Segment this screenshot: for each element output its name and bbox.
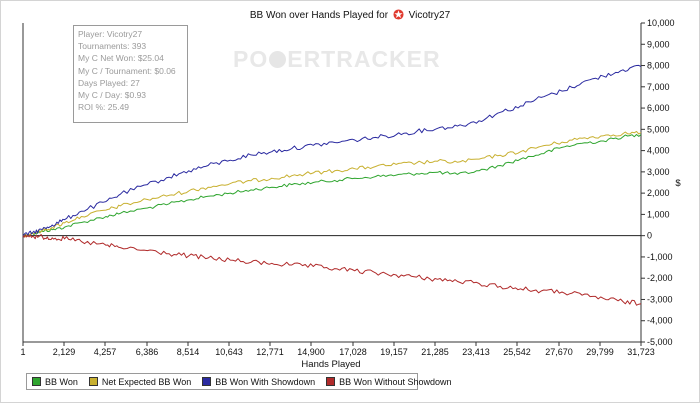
y-axis-label: $	[675, 178, 681, 189]
stats-line: Days Played: 27	[78, 77, 140, 88]
x-tick-label: 31,723	[627, 347, 655, 357]
y-tick-label: -5,000	[647, 337, 673, 347]
chart-title-player: Vicotry27	[408, 10, 451, 21]
y-tick-label: 0	[647, 231, 652, 241]
y-tick-label: 3,000	[647, 167, 670, 177]
y-tick-label: 9,000	[647, 39, 670, 49]
x-tick-label: 23,413	[462, 347, 490, 357]
legend-swatch	[202, 377, 212, 386]
x-tick-label: 10,643	[215, 347, 243, 357]
series-line-bb-won-without-showdown	[22, 234, 642, 306]
poker-chip-icon	[269, 51, 287, 68]
legend-label: BB Won	[45, 376, 78, 387]
legend-swatch	[88, 377, 98, 386]
x-tick-label: 17,028	[339, 347, 367, 357]
stats-line: ROI %: 25.49	[78, 102, 130, 113]
y-tick-label: 4,000	[647, 146, 670, 156]
chart-title: BB Won over Hands Played for Vicotry27	[0, 9, 700, 21]
x-tick-label: 2,129	[53, 347, 76, 357]
stats-line: My C / Day: $0.93	[78, 90, 147, 101]
y-tick-label: 2,000	[647, 188, 670, 198]
pokerstars-logo-icon	[393, 9, 404, 20]
chart-legend: BB Won Net Expected BB Won BB Won With Sho…	[26, 373, 452, 390]
x-tick-label: 12,771	[256, 347, 284, 357]
series-line-bb-won-with-showdown	[22, 64, 642, 237]
y-tick-label: 10,000	[647, 18, 675, 28]
y-tick-label: -4,000	[647, 316, 673, 326]
x-tick-label: 29,799	[586, 347, 614, 357]
legend-label: BB Won With Showdown	[215, 376, 316, 387]
x-tick-label: 14,900	[297, 347, 325, 357]
legend-item: BB Won Without Showdown	[326, 376, 452, 387]
chart-title-text: BB Won over Hands Played for	[249, 10, 389, 21]
legend-swatch	[32, 377, 41, 386]
pokertracker-watermark: PO ERTRACKER	[233, 46, 441, 72]
stats-line: Player: Vicotry27	[78, 29, 143, 39]
y-tick-label: 6,000	[647, 103, 670, 113]
stats-line: My C / Tournament: $0.06	[78, 65, 176, 76]
legend-item: BB Won	[32, 377, 78, 387]
y-tick-label: -2,000	[647, 273, 673, 283]
y-tick-label: 1,000	[647, 209, 670, 219]
stats-line: Tournaments: 393	[78, 41, 147, 52]
legend-swatch	[326, 377, 336, 386]
series-line-bb-won	[22, 134, 642, 237]
stats-line: My C Net Won: $25.04	[78, 53, 164, 64]
y-tick-label: -3,000	[647, 294, 673, 304]
y-tick-label: 7,000	[647, 82, 670, 92]
x-axis-label: Hands Played	[301, 359, 360, 370]
x-tick-label: 1	[20, 347, 25, 357]
legend-label: BB Won Without Showdown	[339, 376, 452, 387]
x-tick-label: 19,157	[380, 347, 408, 357]
x-tick-label: 8,514	[177, 347, 200, 357]
y-tick-label: 8,000	[647, 61, 670, 71]
series-line-net-expected-bb-won	[22, 130, 642, 238]
stats-box: Player: Vicotry27 Tournaments: 393 My C Ne…	[73, 25, 188, 123]
x-tick-label: 25,542	[503, 347, 531, 357]
x-tick-label: 4,257	[94, 347, 117, 357]
y-tick-label: -1,000	[647, 252, 673, 262]
x-tick-label: 6,386	[136, 347, 159, 357]
legend-label: Net Expected BB Won	[101, 376, 192, 387]
x-tick-label: 27,670	[545, 347, 573, 357]
x-tick-label: 21,285	[421, 347, 449, 357]
legend-item: Net Expected BB Won	[88, 376, 192, 387]
legend-item: BB Won With Showdown	[202, 377, 315, 387]
y-tick-label: 5,000	[647, 124, 670, 134]
